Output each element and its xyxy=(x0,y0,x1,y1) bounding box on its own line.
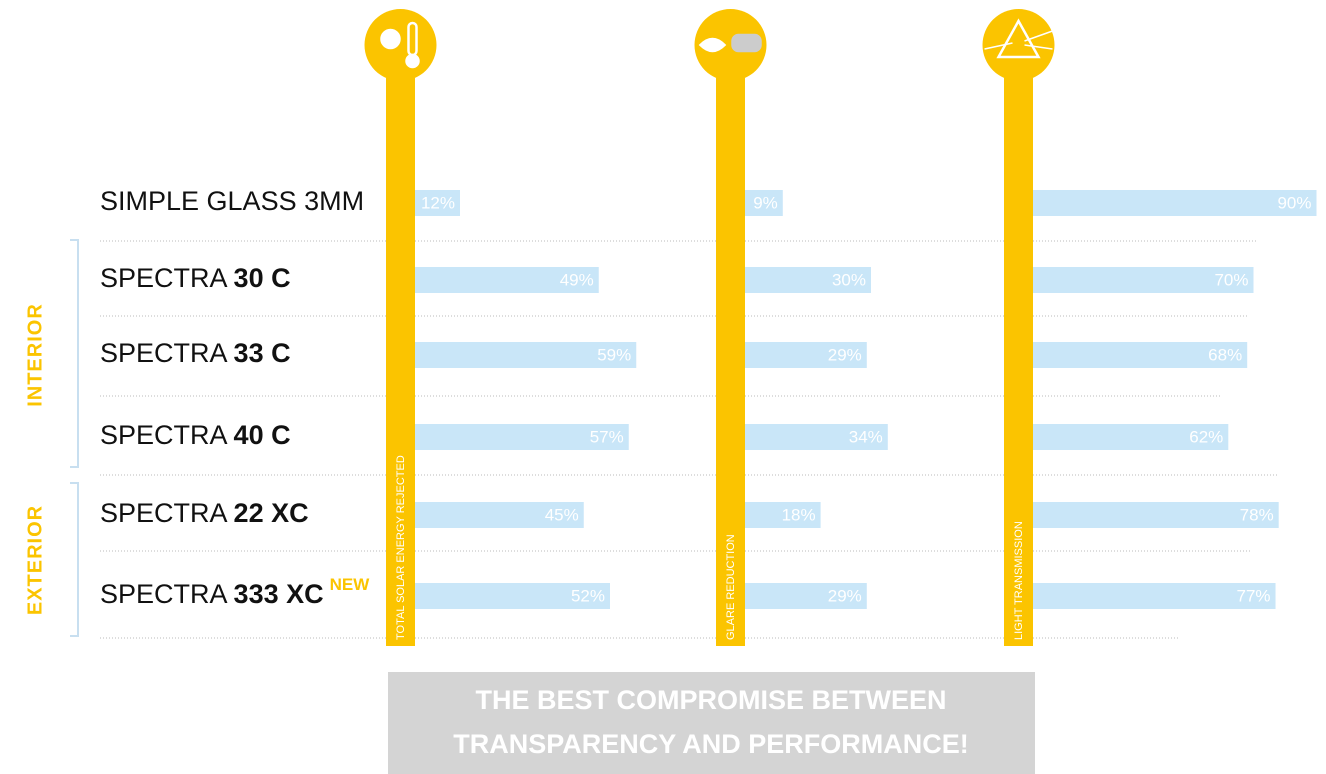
bar xyxy=(745,342,867,368)
bar xyxy=(1033,342,1248,368)
bar xyxy=(415,424,629,450)
new-badge: NEW xyxy=(330,575,371,594)
value-label: 77% xyxy=(1237,586,1271,605)
bar xyxy=(1033,267,1254,293)
footer-box xyxy=(388,672,1035,774)
series-name: GLARE REDUCTION xyxy=(725,534,737,640)
row-label: SPECTRA 333 XC NEW xyxy=(100,575,370,609)
value-label: 29% xyxy=(828,345,862,364)
row-label-text: SPECTRA xyxy=(100,420,234,450)
bar xyxy=(745,502,821,528)
metric-column xyxy=(716,78,745,646)
icon-circle xyxy=(982,9,1055,81)
value-label: 29% xyxy=(828,586,862,605)
value-label: 62% xyxy=(1189,427,1223,446)
value-label: 59% xyxy=(597,345,631,364)
value-label: 52% xyxy=(571,586,605,605)
icon-part xyxy=(405,53,420,69)
bar xyxy=(1033,424,1229,450)
group-brackets xyxy=(70,239,79,637)
bar xyxy=(415,342,637,368)
bar xyxy=(1033,583,1276,609)
value-label: 49% xyxy=(560,270,594,289)
row-label-text: SPECTRA xyxy=(100,579,234,609)
row-label: SPECTRA 33 C xyxy=(100,338,291,368)
icon-part xyxy=(698,37,727,53)
bar xyxy=(415,267,599,293)
row-label-text: SIMPLE GLASS 3MM xyxy=(100,186,364,216)
group-label: INTERIOR xyxy=(24,303,46,407)
series-name: TOTAL SOLAR ENERGY REJECTED xyxy=(395,455,407,640)
value-label: 18% xyxy=(782,505,816,524)
group-label: EXTERIOR xyxy=(24,505,46,615)
value-label: 45% xyxy=(545,505,579,524)
icon xyxy=(698,33,762,53)
metric-column xyxy=(1004,78,1033,646)
bar xyxy=(415,502,584,528)
bar xyxy=(745,267,871,293)
footer-line: THE BEST COMPROMISE BETWEEN xyxy=(475,685,946,715)
row-label-model: 22 XC xyxy=(234,498,309,528)
icon-part xyxy=(380,28,401,50)
value-label: 9% xyxy=(753,193,778,212)
row-label-model: 333 XC xyxy=(234,579,324,609)
value-label: 70% xyxy=(1214,270,1248,289)
value-label: 34% xyxy=(849,427,883,446)
row-label-model: 40 C xyxy=(234,420,291,450)
metric-column xyxy=(386,78,415,646)
value-label: 57% xyxy=(590,427,624,446)
value-label: 12% xyxy=(421,193,455,212)
icon xyxy=(984,18,1053,59)
row-label: SPECTRA 40 C xyxy=(100,420,291,450)
bar xyxy=(415,190,460,216)
value-label: 68% xyxy=(1208,345,1242,364)
row-label: SIMPLE GLASS 3MM xyxy=(100,186,364,216)
value-label: 30% xyxy=(832,270,866,289)
series-name: LIGHT TRANSMISSION xyxy=(1013,521,1025,640)
bar xyxy=(745,583,867,609)
icon-circle xyxy=(364,9,437,81)
icon-part xyxy=(984,30,1053,50)
row-label-text: SPECTRA xyxy=(100,263,234,293)
bar xyxy=(1033,190,1317,216)
icon-part xyxy=(731,33,762,53)
row-label-model: 30 C xyxy=(234,263,291,293)
row-label-model: 33 C xyxy=(234,338,291,368)
icon xyxy=(380,21,420,69)
value-label: 78% xyxy=(1240,505,1274,524)
footer-line: TRANSPARENCY AND PERFORMANCE! xyxy=(453,729,969,759)
icon-circle xyxy=(694,9,767,81)
bar xyxy=(745,190,783,216)
bar xyxy=(415,583,610,609)
row-label-text: SPECTRA xyxy=(100,338,234,368)
value-label: 90% xyxy=(1277,193,1311,212)
row-label: SPECTRA 30 C xyxy=(100,263,291,293)
bar xyxy=(1033,502,1279,528)
row-label: SPECTRA 22 XC xyxy=(100,498,309,528)
bar xyxy=(745,424,888,450)
row-label-text: SPECTRA xyxy=(100,498,234,528)
